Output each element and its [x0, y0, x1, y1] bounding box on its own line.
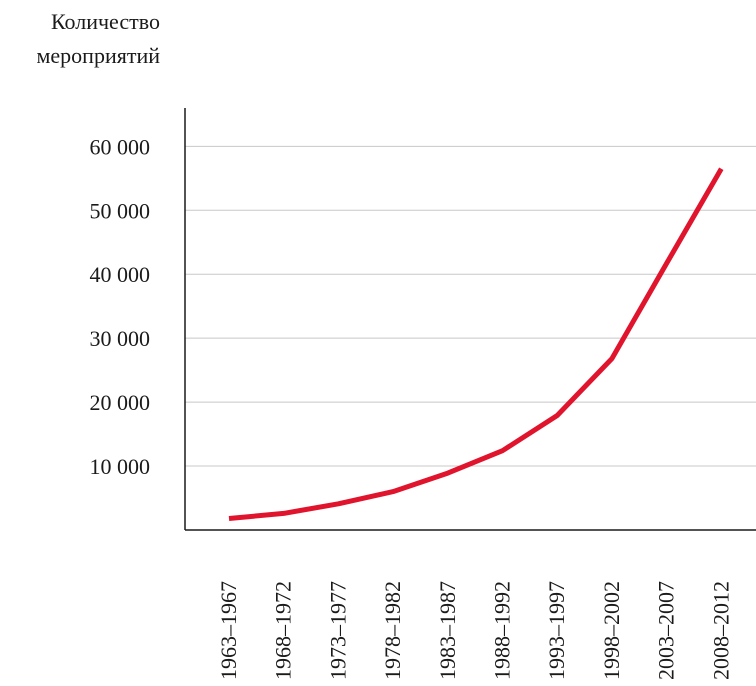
- x-tick-label: 1968–1972: [271, 581, 296, 680]
- data-series: [228, 167, 724, 521]
- x-tick-label: 1978–1982: [380, 581, 405, 680]
- x-tick-label: 2003–2007: [654, 581, 679, 680]
- y-axis-title-line-1: Количество: [51, 9, 160, 34]
- x-tick-labels: 1963–1967 1968–1972 1973–1977 1978–1982 1983…: [216, 581, 733, 680]
- x-tick-label: 2008–2012: [708, 581, 733, 680]
- y-tick-label: 60 000: [90, 134, 151, 159]
- y-axis-title-line-2: мероприятий: [36, 43, 160, 68]
- x-tick-label: 1993–1997: [544, 581, 569, 680]
- axes: [184, 108, 756, 531]
- y-tick-label: 50 000: [90, 198, 151, 223]
- y-tick-label: 40 000: [90, 262, 151, 287]
- y-axis-title: Количество мероприятий: [36, 9, 160, 68]
- x-tick-label: 1983–1987: [435, 581, 460, 680]
- x-tick-label: 1998–2002: [599, 581, 624, 680]
- x-tick-label: 1988–1992: [490, 581, 515, 680]
- y-tick-label: 10 000: [90, 454, 151, 479]
- y-tick-label: 30 000: [90, 326, 151, 351]
- grid-lines: [185, 145, 756, 467]
- y-tick-labels: 10 000 20 000 30 000 40 000 50 000 60 000: [90, 134, 151, 479]
- x-tick-label: 1963–1967: [216, 581, 241, 680]
- series-line: [228, 167, 724, 521]
- x-tick-label: 1973–1977: [325, 581, 350, 680]
- y-tick-label: 20 000: [90, 390, 151, 415]
